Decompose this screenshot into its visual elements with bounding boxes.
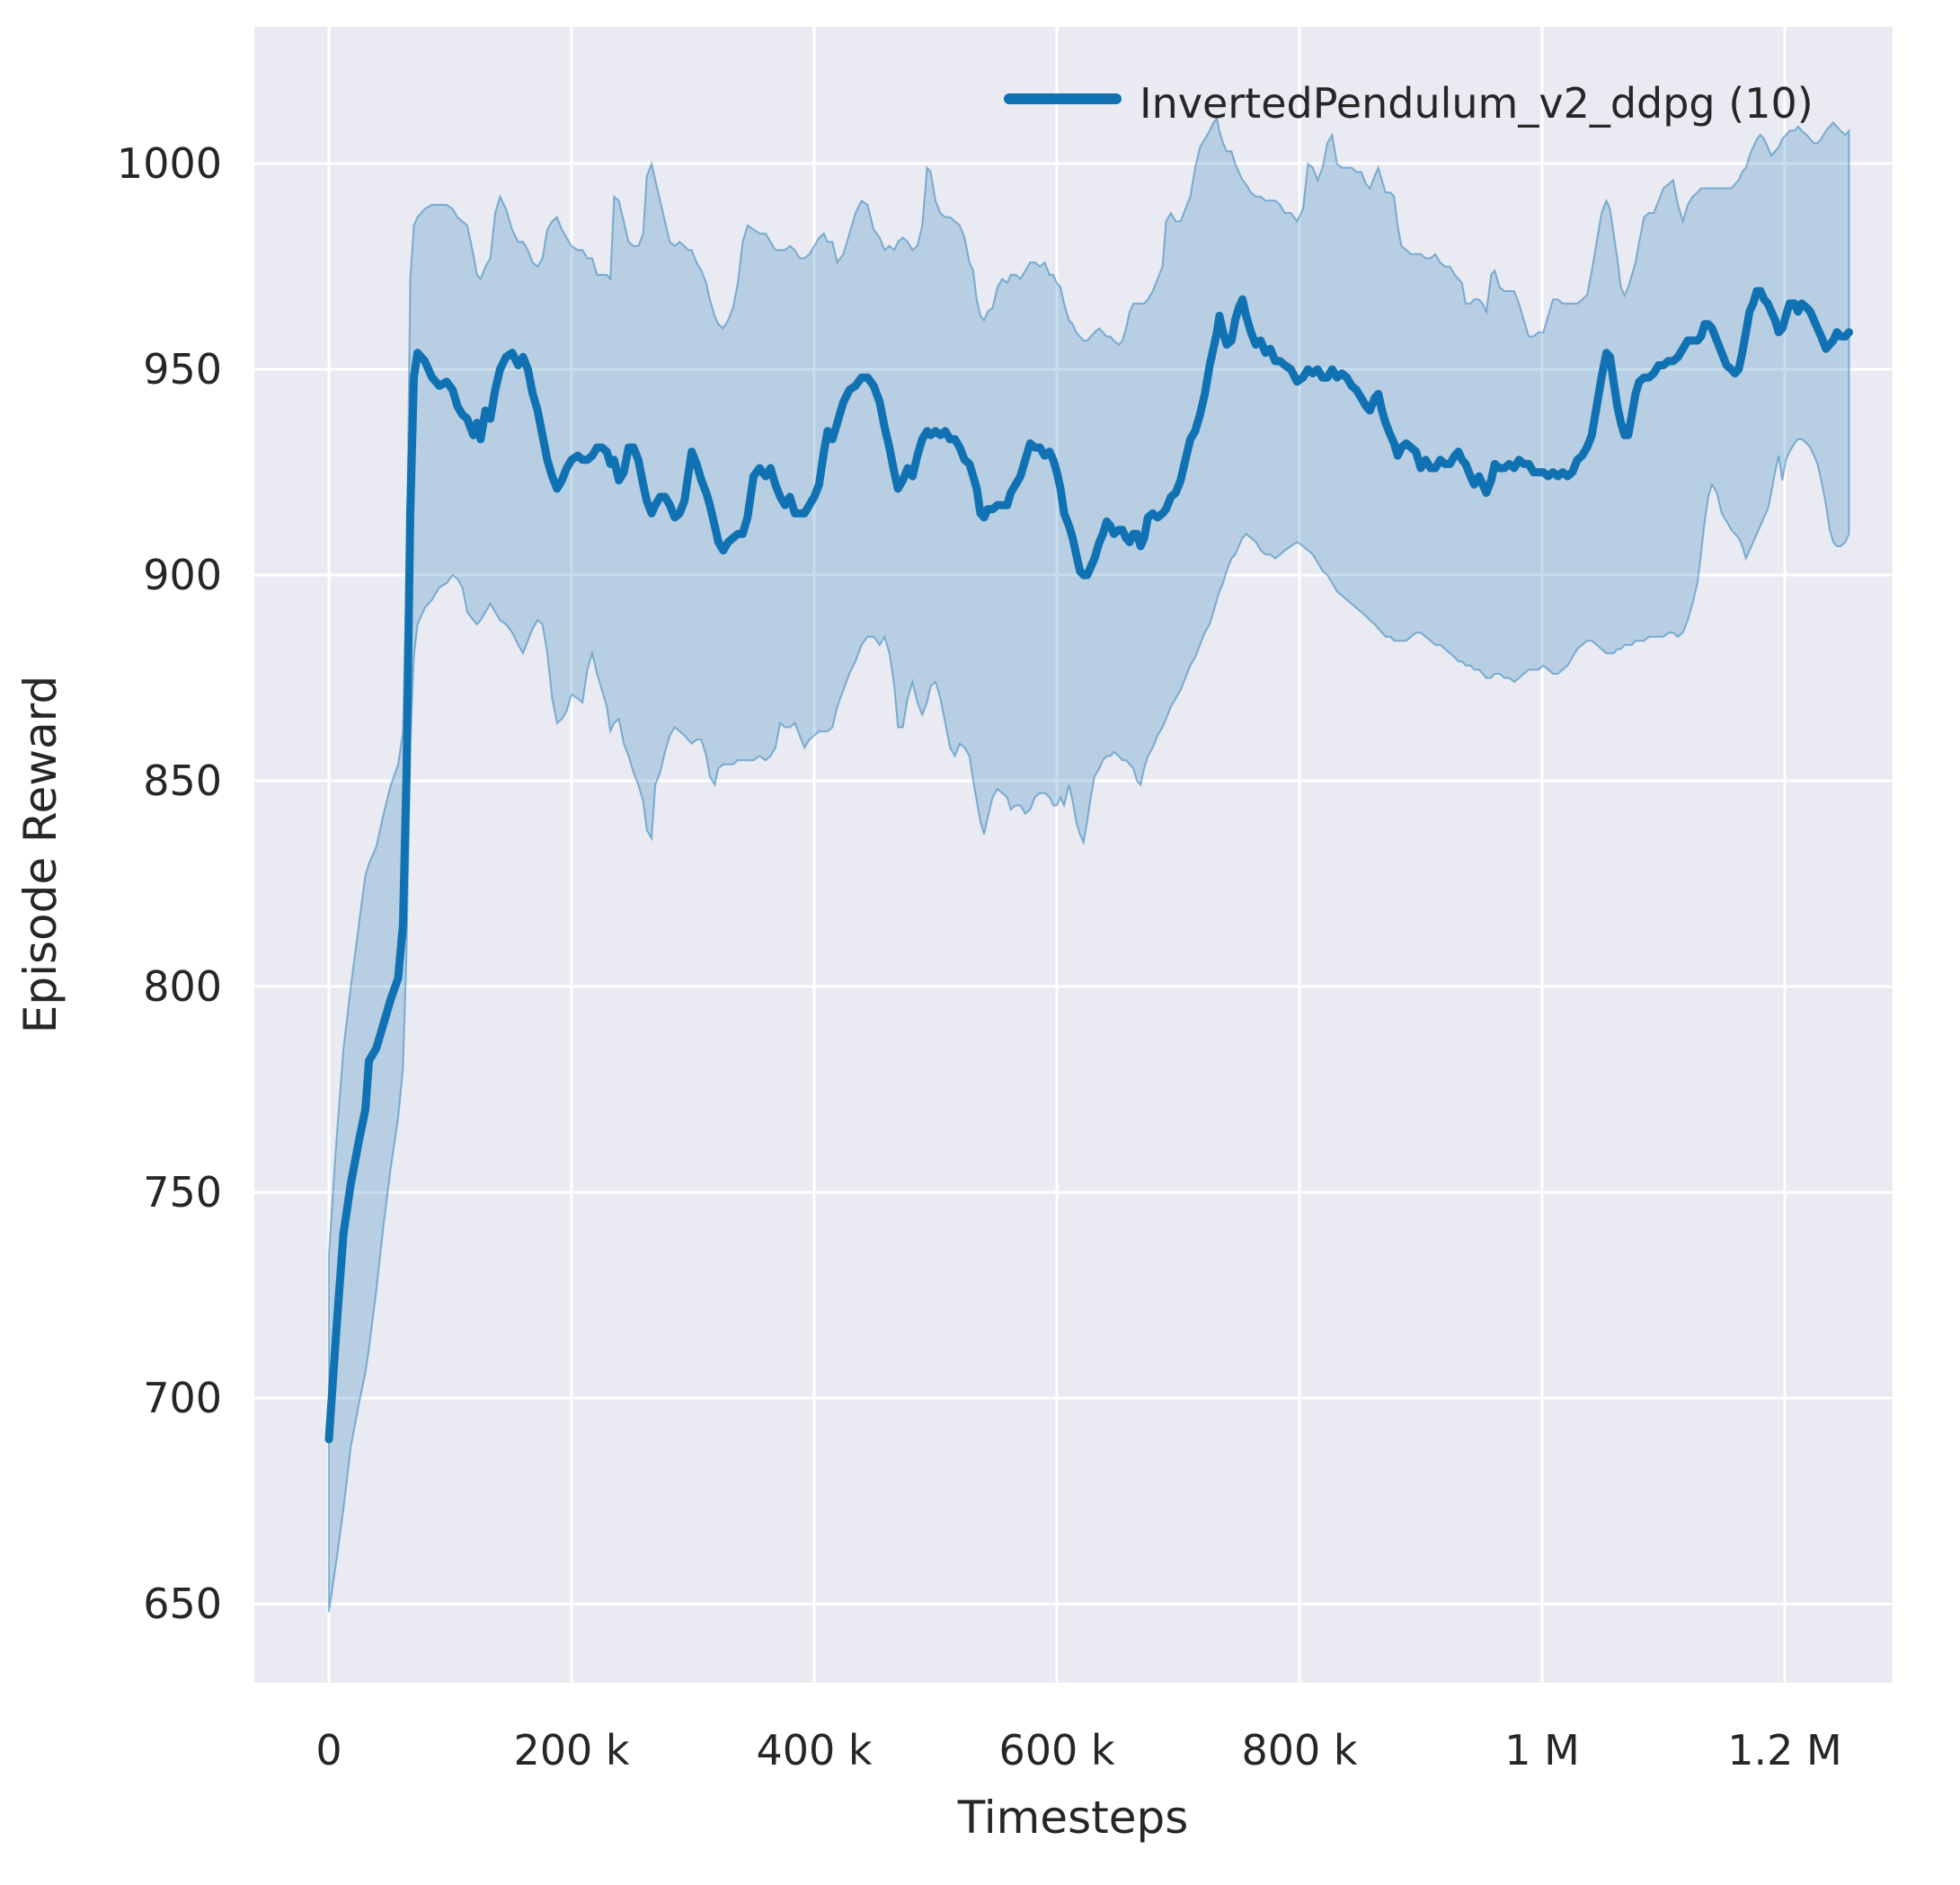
x-tick-label: 1.2 M xyxy=(1727,1726,1841,1774)
y-tick-label: 750 xyxy=(143,1168,222,1217)
y-tick-label: 800 xyxy=(143,962,222,1011)
mean-line xyxy=(324,287,1853,1444)
y-axis-tick-labels: 650 700 750 800 850 900 950 1000 xyxy=(117,139,222,1628)
reward-line xyxy=(324,287,1853,1444)
x-tick-label: 400 k xyxy=(756,1726,872,1774)
x-tick-label: 600 k xyxy=(998,1726,1114,1774)
x-tick-label: 800 k xyxy=(1241,1726,1357,1774)
y-axis-title: Episode Reward xyxy=(14,676,67,1033)
x-tick-label: 200 k xyxy=(513,1726,629,1774)
y-tick-label: 650 xyxy=(143,1580,222,1628)
x-axis-tick-labels: 0 200 k 400 k 600 k 800 k 1 M 1.2 M xyxy=(315,1726,1841,1774)
x-tick-label: 1 M xyxy=(1504,1726,1580,1774)
y-tick-label: 1000 xyxy=(117,139,222,188)
y-tick-label: 700 xyxy=(143,1374,222,1422)
y-tick-label: 850 xyxy=(143,757,222,805)
y-tick-label: 950 xyxy=(143,345,222,394)
plot-panel xyxy=(254,27,1893,1683)
x-axis-title: Timesteps xyxy=(957,1792,1189,1844)
legend: InvertedPendulum_v2_ddpg (10) xyxy=(1004,79,1814,128)
y-tick-label: 900 xyxy=(143,551,222,599)
legend-label: InvertedPendulum_v2_ddpg (10) xyxy=(1140,79,1814,128)
grid-lines xyxy=(254,27,1893,1683)
x-tick-label: 0 xyxy=(315,1726,341,1774)
